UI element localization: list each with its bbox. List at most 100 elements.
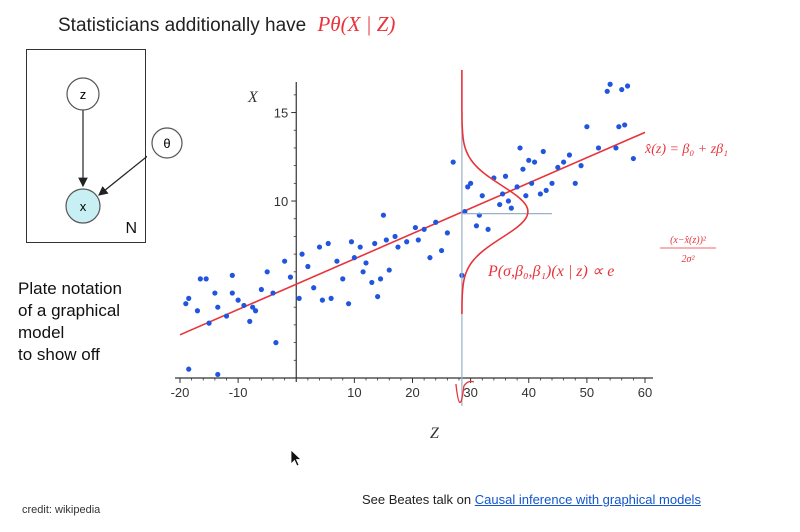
data-point [296,295,302,301]
data-point [325,240,331,247]
x-tick-label: 30 [463,385,477,400]
data-point [450,159,456,165]
data-point [412,224,419,231]
title-text: Statisticians additionally have [58,15,307,36]
data-point [273,340,279,346]
y-tick-label: 15 [274,106,288,121]
node-theta-label: θ [163,136,170,151]
data-point [348,239,355,245]
data-point [444,230,450,236]
density-annotation: P(σ,β₀,β₁)(x | z) ∝ e [487,263,614,280]
data-point [543,187,549,194]
data-point [287,274,294,280]
data-point [264,269,270,275]
data-point [206,320,212,326]
caption-line-1: Plate notation [18,279,122,298]
density-exponent-numerator: (x−x̂(z))² [670,235,707,246]
data-point [624,83,631,89]
data-point [473,223,480,229]
slide-title: Statisticians additionally have Pθ(X | Z… [58,12,395,37]
data-point [540,148,546,155]
data-point [360,269,366,275]
data-point [465,184,471,190]
data-point [549,180,555,186]
data-point [479,193,485,199]
data-point [299,251,305,257]
data-point [438,247,445,254]
caption-line-4: to show off [18,345,100,364]
data-point [462,209,468,215]
data-point [526,157,532,163]
caption-line-2: of a graphical [18,301,121,320]
data-point [250,304,256,310]
data-point [607,81,613,87]
data-point [561,159,567,165]
data-point [186,295,192,301]
mouse-cursor-icon [290,449,303,467]
data-point [595,145,602,151]
data-point [630,155,636,162]
data-point [282,258,288,264]
data-point [212,290,218,296]
data-point [616,124,622,130]
x-tick-label: 40 [522,385,536,400]
data-point [363,260,369,266]
data-point [215,371,221,378]
data-point [258,286,264,293]
data-point [502,173,509,179]
data-point [622,122,628,128]
data-point [252,308,259,314]
x-tick-label: -10 [229,385,248,400]
plate-caption: Plate notation of a graphical model to s… [18,278,122,366]
y-axis-label: X [247,89,259,106]
data-point [311,285,317,291]
plate-letter: N [125,220,137,237]
data-point [520,166,526,172]
data-point [613,145,619,151]
data-point [340,276,346,282]
data-point [404,239,410,245]
data-point [514,184,520,190]
data-point [270,290,276,296]
x-tick-label: 10 [347,385,361,400]
data-point [386,267,392,273]
data-point [468,180,474,186]
data-point [584,124,590,130]
data-point [319,297,326,303]
density-tail [455,380,475,404]
data-point [523,193,529,199]
data-point [517,145,523,151]
data-point [369,279,375,286]
data-point [619,86,625,93]
data-point [357,244,363,250]
data-point [491,175,497,181]
density-exponent-denominator: 2σ² [682,254,696,265]
data-point [375,293,381,300]
data-point [197,276,203,282]
data-point [194,308,201,314]
edge-theta-x [98,155,147,196]
x-tick-label: -20 [171,385,190,400]
data-point [537,191,543,197]
regression-line [179,131,646,336]
data-point [529,180,535,186]
data-point [377,276,384,282]
caption-line-3: model [18,323,65,342]
title-formula: Pθ(X | Z) [317,12,396,36]
data-point [392,233,398,240]
x-axis-label: Z [430,425,440,442]
data-point [229,272,235,278]
data-point [578,163,584,169]
causal-inference-link[interactable]: Causal inference with graphical models [474,492,701,507]
regression-annotation: x̂(z) = β₀ + zβ₁ [644,142,728,157]
data-point [604,88,610,94]
data-point [372,240,378,247]
data-point [380,212,387,218]
data-point [395,244,401,250]
density-curve [461,70,529,314]
x-tick-label: 20 [405,385,419,400]
data-point [229,290,235,296]
data-point [427,255,433,261]
footer: See Beates talk on Causal inference with… [362,492,701,507]
footer-text: See Beates talk on [362,492,472,507]
